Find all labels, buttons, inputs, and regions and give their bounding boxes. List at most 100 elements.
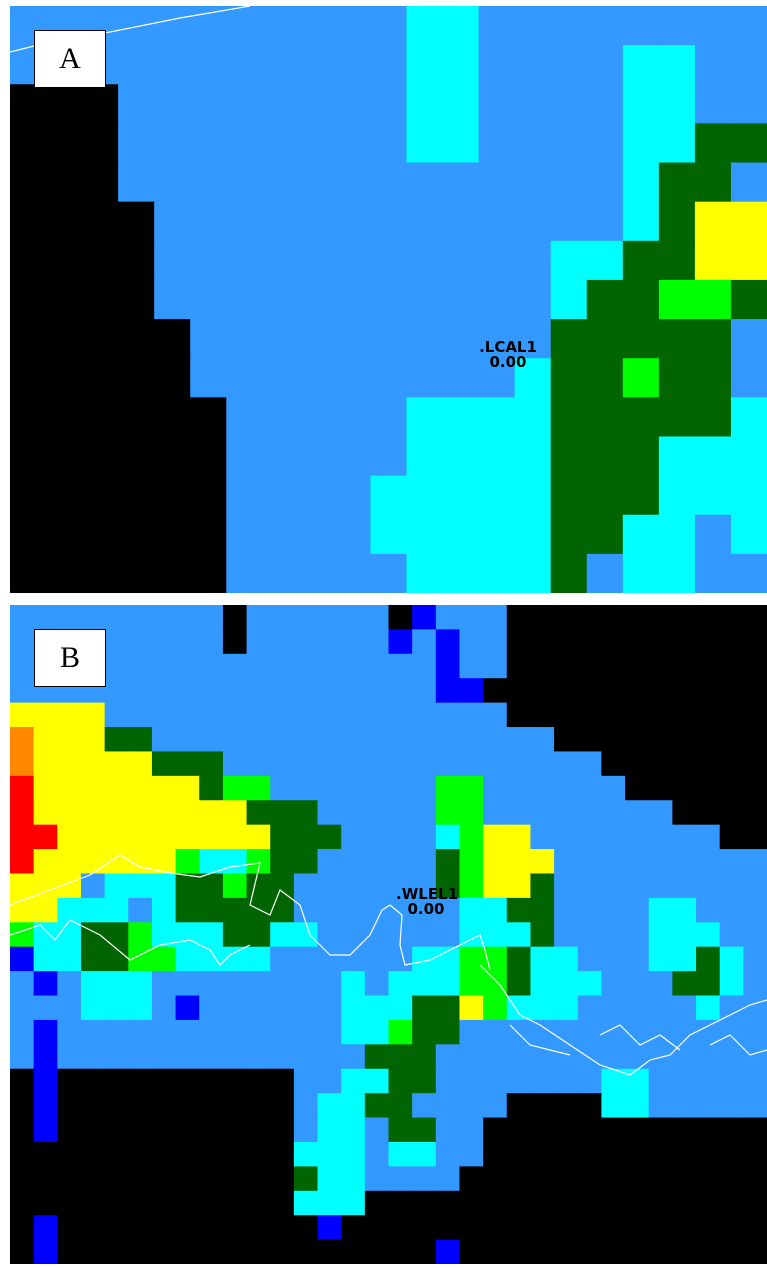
precip-cell — [199, 1141, 224, 1167]
precip-cell — [270, 995, 295, 1021]
precip-cell — [577, 849, 603, 875]
precip-cell — [435, 775, 461, 801]
precip-cell — [406, 162, 444, 203]
precip-cell — [82, 397, 119, 438]
precip-cell — [625, 1044, 650, 1070]
precip-cell — [10, 1044, 35, 1070]
precip-cell — [199, 922, 224, 948]
precip-cell — [622, 514, 660, 555]
precip-cell — [118, 201, 155, 242]
precip-cell — [341, 1019, 366, 1045]
precip-cell — [175, 800, 200, 826]
precip-cell — [554, 849, 579, 875]
precip-cell — [80, 1044, 106, 1070]
precip-cell — [601, 897, 626, 923]
precip-cell — [388, 1068, 413, 1094]
precip-cell — [298, 553, 336, 593]
precip-cell — [10, 240, 47, 281]
precip-cell — [246, 1166, 271, 1192]
precip-cell — [459, 1215, 484, 1241]
precip-cell — [459, 727, 484, 753]
precip-cell — [577, 629, 603, 655]
precip-cell — [554, 678, 579, 704]
precip-cell — [10, 319, 47, 359]
precip-cell — [530, 1141, 555, 1167]
precip-cell — [625, 995, 650, 1021]
precip-cell — [554, 629, 579, 655]
precip-cell — [118, 553, 155, 593]
precip-cell — [222, 1068, 248, 1094]
precip-cell — [648, 702, 673, 728]
precip-cell — [364, 922, 390, 948]
precip-cell — [577, 922, 603, 948]
station-marker-lcal1[interactable]: .LCAL1 0.00 — [478, 340, 538, 370]
precip-cell — [442, 123, 480, 164]
precip-cell — [199, 775, 224, 801]
precip-cell — [46, 397, 83, 438]
precip-cell — [370, 436, 408, 477]
precip-cell — [226, 6, 263, 46]
precip-cell — [364, 849, 390, 875]
precip-cell — [190, 84, 227, 124]
precip-cell — [370, 240, 408, 281]
station-marker-wlel1[interactable]: .WLEL1 0.00 — [396, 887, 458, 917]
precip-cell — [293, 1239, 319, 1264]
precip-cell — [118, 319, 155, 359]
precip-cell — [586, 319, 624, 359]
precip-cell — [435, 678, 461, 704]
precip-cell — [506, 678, 532, 704]
precip-cell — [388, 605, 413, 631]
precip-cell — [554, 605, 579, 631]
precip-cell — [388, 824, 413, 850]
precip-cell — [601, 946, 626, 972]
precip-cell — [364, 873, 390, 899]
precip-cell — [80, 897, 106, 923]
precip-cell — [57, 971, 82, 997]
precip-cell — [226, 279, 263, 320]
precip-cell — [743, 897, 767, 923]
precip-cell — [625, 702, 650, 728]
precip-cell — [154, 6, 191, 46]
coastline-east — [479, 964, 767, 1076]
precip-cell — [104, 971, 129, 997]
precip-cell — [648, 1190, 673, 1216]
precip-cell — [550, 319, 588, 359]
precip-cell — [246, 751, 271, 777]
precip-cell — [80, 1019, 106, 1045]
precip-cell — [128, 1044, 153, 1070]
panel-b-precip-grid — [10, 605, 767, 1264]
precip-cell — [199, 1068, 224, 1094]
precip-cell — [334, 319, 372, 359]
precip-cell — [577, 1166, 603, 1192]
precip-cell — [530, 702, 555, 728]
precip-cell — [46, 553, 83, 593]
precip-cell — [82, 319, 119, 359]
precip-cell — [317, 605, 342, 631]
precip-cell — [648, 1117, 673, 1143]
precip-cell — [246, 1068, 271, 1094]
precip-cell — [104, 1215, 129, 1241]
precip-cell — [658, 475, 696, 516]
precip-cell — [743, 605, 767, 631]
precip-cell — [80, 922, 106, 948]
precip-cell — [82, 358, 119, 398]
precip-cell — [128, 605, 153, 631]
precip-cell — [622, 397, 660, 438]
precip-cell — [459, 702, 484, 728]
precip-cell — [435, 824, 461, 850]
precip-cell — [694, 358, 732, 398]
precip-cell — [586, 45, 624, 85]
precip-cell — [506, 922, 532, 948]
precip-cell — [298, 475, 336, 516]
precip-cell — [648, 678, 673, 704]
precip-cell — [435, 751, 461, 777]
precip-cell — [118, 123, 155, 164]
precip-cell — [118, 358, 155, 398]
precip-cell — [33, 1044, 58, 1070]
precip-cell — [577, 800, 603, 826]
precip-cell — [586, 201, 624, 242]
precip-cell — [648, 897, 673, 923]
precip-cell — [577, 873, 603, 899]
precip-cell — [730, 436, 767, 477]
precip-cell — [719, 946, 744, 972]
